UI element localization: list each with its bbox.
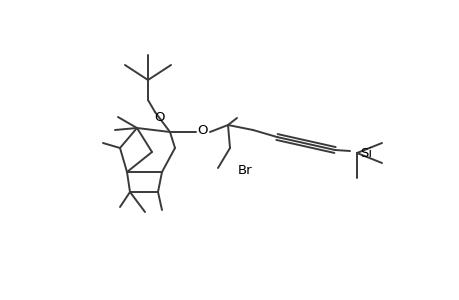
Text: O: O bbox=[154, 110, 165, 124]
Text: Si: Si bbox=[359, 146, 371, 160]
Text: Br: Br bbox=[237, 164, 252, 176]
Text: O: O bbox=[197, 124, 208, 136]
